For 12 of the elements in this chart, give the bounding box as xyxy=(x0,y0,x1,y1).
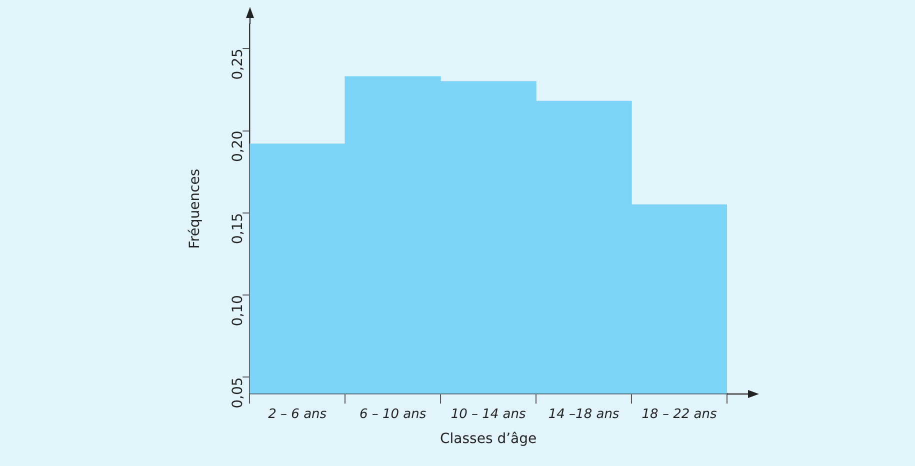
y-tick-label: 0,15 xyxy=(230,212,246,244)
y-tick-label: 0,05 xyxy=(230,377,246,408)
y-axis-title: Fréquences xyxy=(187,168,204,249)
x-tick-label: 18 – 22 ans xyxy=(642,406,717,422)
x-tick-label: 10 – 14 ans xyxy=(450,406,526,422)
x-tick-label: 2 – 6 ans xyxy=(268,406,327,422)
x-tick-label: 6 – 10 ans xyxy=(359,406,426,422)
y-tick-label: 0,25 xyxy=(230,48,246,80)
x-tick-label: 14 –18 ans xyxy=(548,406,620,422)
y-tick-label: 0,10 xyxy=(230,295,246,326)
y-tick-label: 0,20 xyxy=(230,130,246,162)
x-axis-title: Classes d’âge xyxy=(440,431,537,448)
